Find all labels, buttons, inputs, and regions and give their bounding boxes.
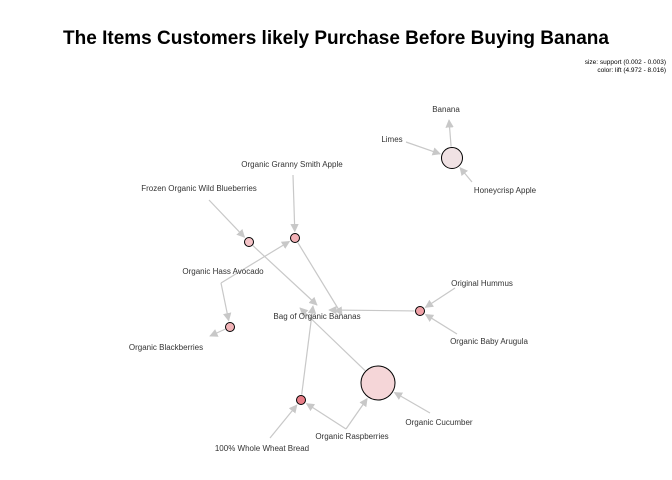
rule-node-5 [415, 306, 425, 316]
item-label-banana: Banana [432, 105, 460, 114]
item-label-blackberries: Organic Blackberries [129, 343, 203, 352]
rule-node-6 [360, 365, 396, 401]
graph-title: The Items Customers likely Purchase Befo… [63, 28, 609, 49]
edge-rule-7-to-bag [301, 305, 317, 395]
edge-raspberries-to-rule-7 [305, 403, 347, 430]
edge-bread-to-rule-7 [269, 404, 298, 439]
edge-avocado-to-rule-4 [220, 282, 232, 322]
edge-hummus-to-rule-5 [424, 287, 456, 308]
item-label-layer: Banana Limes Honeycrisp Apple Organic Grann… [129, 105, 537, 453]
item-label-honeycrisp: Honeycrisp Apple [474, 186, 537, 195]
edge-granny-to-rule-3 [290, 174, 299, 233]
edge-rule-3-to-bag [297, 242, 343, 316]
edge-rule-2-to-bag [252, 245, 318, 306]
edge-layer [208, 119, 473, 439]
legend: size: support (0.002 - 0.003) color: lif… [585, 59, 666, 75]
rule-node-layer [225, 147, 463, 405]
edge-raspberries-to-rule-6 [345, 397, 368, 430]
edge-honeycrisp-to-rule-1 [459, 166, 473, 183]
item-label-blueberries: Frozen Organic Wild Blueberries [141, 184, 257, 193]
edge-avocado-to-rule-3 [220, 240, 291, 284]
edge-arugula-to-rule-5 [424, 313, 458, 335]
edge-rule-1-to-banana [445, 119, 454, 147]
item-label-arugula: Organic Baby Arugula [450, 337, 528, 346]
item-label-bag: Bag of Organic Bananas [273, 312, 360, 321]
rule-node-3 [290, 233, 300, 243]
rule-node-2 [244, 237, 254, 247]
legend-color: color: lift (4.972 - 8.016) [597, 67, 666, 74]
rule-node-7 [296, 395, 306, 405]
item-label-avocado: Organic Hass Avocado [182, 267, 264, 276]
rule-node-1 [441, 147, 463, 169]
item-label-cucumber: Organic Cucumber [405, 418, 472, 427]
edge-limes-to-rule-1 [405, 141, 441, 156]
edge-blueberries-to-rule-2 [208, 199, 246, 238]
item-label-granny: Organic Granny Smith Apple [241, 160, 343, 169]
edge-rule-4-to-blackberries [209, 328, 226, 337]
item-label-raspberries: Organic Raspberries [315, 432, 388, 441]
item-label-hummus: Original Hummus [451, 279, 513, 288]
item-label-bread: 100% Whole Wheat Bread [215, 444, 309, 453]
item-label-limes: Limes [381, 135, 402, 144]
edge-cucumber-to-rule-6 [393, 391, 431, 414]
rule-node-4 [225, 322, 235, 332]
edge-rule-5-to-bag [328, 305, 415, 315]
legend-size: size: support (0.002 - 0.003) [584, 59, 666, 66]
